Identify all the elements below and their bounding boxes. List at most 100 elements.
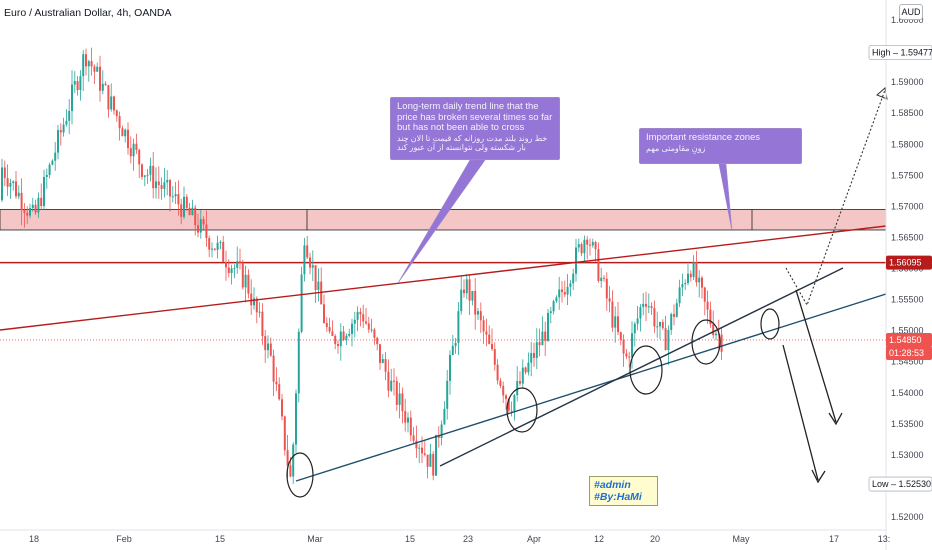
- candle-body: [706, 301, 709, 310]
- candle-body: [311, 265, 314, 268]
- candle-body: [110, 96, 113, 110]
- y-tick-label: 1.60000: [891, 15, 924, 25]
- candle-body: [684, 283, 687, 285]
- current-price-tag[interactable]: [886, 332, 932, 347]
- candle-body: [667, 329, 670, 351]
- candle-body: [675, 303, 678, 317]
- candle-body: [586, 239, 589, 245]
- candle-body: [90, 61, 93, 67]
- candle-body: [468, 279, 471, 301]
- candle-body: [622, 339, 625, 354]
- candle-body: [124, 129, 127, 137]
- candle-body: [482, 320, 485, 332]
- candle-body: [135, 143, 138, 150]
- currency-badge[interactable]: AUD: [899, 4, 923, 20]
- candle-body: [264, 336, 267, 351]
- candle-body: [465, 279, 468, 294]
- y-tick-label: 1.59000: [891, 77, 924, 87]
- candle-body: [415, 440, 418, 449]
- swing-circle[interactable]: [506, 387, 538, 433]
- candle-body: [261, 311, 264, 337]
- bearish-projection[interactable]: [795, 289, 837, 423]
- candle-body: [87, 61, 90, 67]
- candle-body: [569, 283, 572, 287]
- candle-body: [208, 238, 211, 250]
- candle-body: [479, 311, 482, 321]
- candle-body: [1, 167, 3, 201]
- swing-circle[interactable]: [286, 452, 314, 498]
- candle-body: [82, 54, 85, 77]
- candle-body: [138, 149, 141, 165]
- candle-body: [488, 334, 491, 344]
- candle-body: [113, 96, 115, 111]
- y-tick-label: 1.58000: [891, 139, 924, 149]
- candle-body: [454, 342, 457, 346]
- inner-trend-line[interactable]: [439, 267, 844, 467]
- candle-body: [661, 322, 664, 329]
- candle-body: [381, 359, 384, 363]
- candle-body: [365, 321, 367, 324]
- candle-body: [544, 331, 547, 341]
- high-price-tag[interactable]: [868, 45, 932, 60]
- candle-body: [429, 453, 432, 467]
- support-trend-line[interactable]: [295, 293, 887, 482]
- candle-body: [255, 298, 258, 313]
- candle-body: [457, 311, 460, 343]
- x-tick-label: 13:: [878, 534, 891, 544]
- candle-body: [253, 298, 255, 306]
- y-tick-label: 1.53500: [891, 419, 924, 429]
- low-price-tag[interactable]: [868, 476, 932, 492]
- candle-body: [337, 344, 339, 347]
- candle-body: [3, 167, 6, 179]
- candle-body: [608, 298, 611, 302]
- candle-body: [695, 262, 698, 283]
- resistance-note[interactable]: Important resistance zones زونِ مقاومتی …: [639, 128, 802, 164]
- candle-body: [323, 304, 325, 323]
- level-price-tag[interactable]: [886, 255, 932, 270]
- candle-body: [342, 331, 345, 340]
- candle-body: [17, 192, 20, 197]
- bearish-projection[interactable]: [782, 344, 819, 481]
- candle-body: [393, 380, 395, 382]
- y-tick-label: 1.56500: [891, 232, 924, 242]
- candle-body: [418, 447, 421, 449]
- candle-body: [370, 329, 373, 331]
- candle-body: [642, 303, 645, 307]
- candle-body: [513, 395, 516, 412]
- candle-body: [244, 274, 247, 288]
- candle-body: [213, 248, 216, 250]
- candle-body: [474, 290, 477, 315]
- candle-body: [331, 331, 334, 336]
- signature-note[interactable]: #admin #By:HaMi: [589, 476, 658, 506]
- long-term-trend-line[interactable]: [0, 225, 887, 331]
- candle-body: [23, 210, 26, 213]
- countdown-tag[interactable]: [886, 345, 932, 360]
- candle-body: [62, 124, 65, 133]
- swing-circle[interactable]: [760, 308, 780, 340]
- y-tick-label: 1.53000: [891, 450, 924, 460]
- trendline-note-text-fa: خط روند بلند مدت روزانه که قیمت تا الان …: [397, 133, 548, 153]
- candle-body: [197, 225, 199, 233]
- swing-circle[interactable]: [629, 345, 663, 395]
- x-tick-label: 17: [829, 534, 839, 544]
- bullish-projection[interactable]: [785, 89, 886, 307]
- candle-body: [698, 277, 701, 283]
- candle-body: [40, 197, 43, 207]
- candle-body: [334, 335, 337, 345]
- candle-body: [31, 204, 34, 209]
- swing-circle[interactable]: [691, 319, 721, 365]
- x-tick-label: May: [732, 534, 750, 544]
- candle-body: [54, 152, 57, 161]
- candle-body: [177, 194, 180, 205]
- candle-body: [37, 197, 40, 213]
- candle-body: [645, 303, 647, 307]
- candle-body: [115, 110, 118, 117]
- candle-body: [712, 324, 715, 336]
- candle-body: [20, 192, 23, 211]
- candle-body: [561, 289, 563, 292]
- candle-body: [530, 353, 533, 363]
- trendline-note[interactable]: Long-term daily trend line that the pric…: [390, 97, 560, 160]
- trendline-note-pointer: [397, 159, 486, 284]
